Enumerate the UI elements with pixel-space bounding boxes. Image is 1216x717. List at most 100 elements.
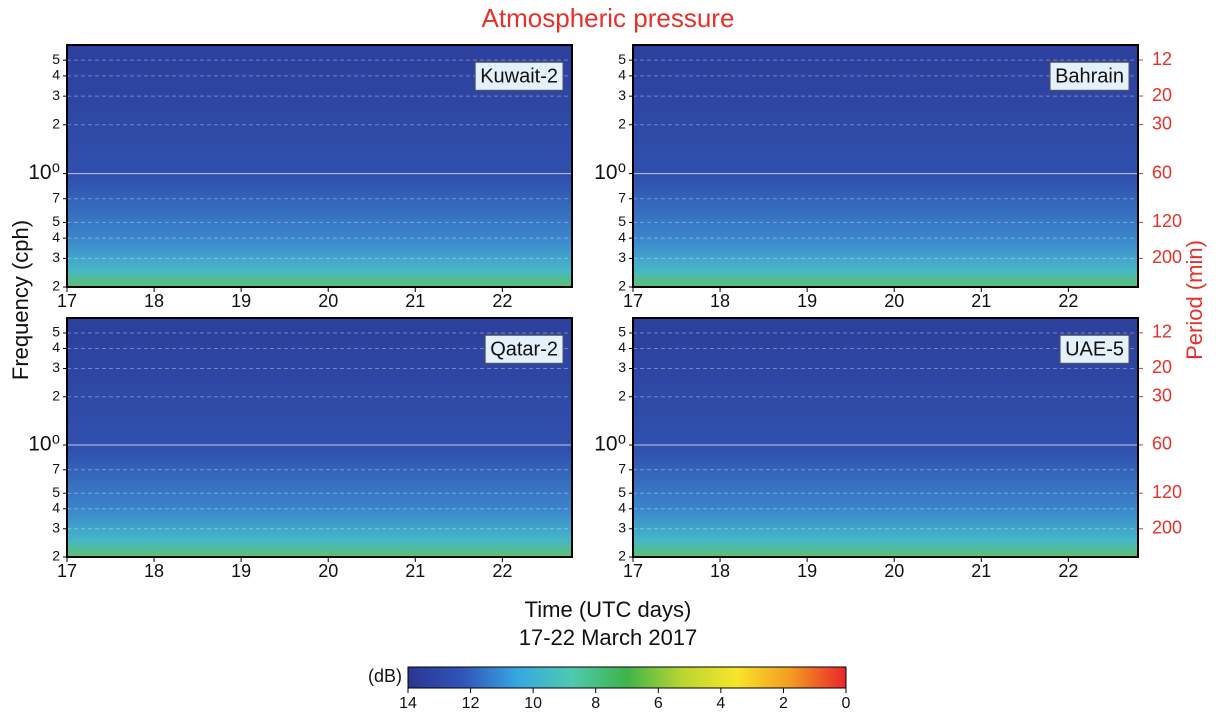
y2-tick-label: 12 [1152,49,1172,69]
y2-tick-label: 200 [1152,518,1182,538]
y-tick-label: 2 [52,387,60,403]
y-tick-label: 3 [52,87,60,103]
x-tick-label: 22 [492,291,512,311]
y2-tick-label: 12 [1152,322,1172,342]
colorbar-tick-label: 8 [591,695,600,712]
x-tick-label: 18 [710,561,730,581]
y-tick-label: 4 [618,67,626,83]
x-tick-label: 22 [1058,291,1078,311]
x-tick-label: 17 [623,291,643,311]
x-tick-label: 20 [318,561,338,581]
x-tick-label: 18 [710,291,730,311]
y-tick-label: 7 [618,189,626,205]
y-tick-label: 2 [618,278,626,294]
y-tick-label: 5 [52,51,60,67]
y2-tick-label: 20 [1152,357,1172,377]
y-tick-label: 5 [52,213,60,229]
panel-label-box [1059,334,1130,364]
y-tick-label: 2 [618,548,626,564]
y-tick-label: 4 [618,339,626,355]
y-tick-label: 10⁰ [594,433,626,456]
panel-frame [632,317,1139,558]
panel-frame [66,317,573,558]
y-axis-label: Frequency (cph) [8,220,33,380]
y2-tick-label: 30 [1152,113,1172,133]
colorbar-tick-label: 4 [716,695,725,712]
x-tick-label: 19 [797,561,817,581]
colorbar-tick-label: 0 [842,695,851,712]
colorbar-tick-label: 6 [654,695,663,712]
y2-tick-label: 120 [1152,482,1182,502]
y-tick-label: 4 [52,67,60,83]
x-tick-label: 19 [231,291,251,311]
y-tick-label: 3 [618,519,626,535]
x-tick-label: 17 [57,561,77,581]
panel-label-box [484,334,564,364]
y-tick-label: 5 [618,324,626,340]
y-tick-label: 5 [52,484,60,500]
y-tick-label: 4 [52,499,60,515]
x-tick-label: 22 [1058,561,1078,581]
x-tick-label: 21 [405,561,425,581]
y2-tick-label: 30 [1152,385,1172,405]
y-tick-label: 2 [618,387,626,403]
y-tick-label: 5 [618,484,626,500]
y-tick-label: 3 [618,249,626,265]
y-tick-label: 3 [52,249,60,265]
panel-label-box [474,61,564,91]
y2-tick-label: 200 [1152,247,1182,267]
y-tick-label: 2 [52,548,60,564]
x-tick-label: 18 [144,291,164,311]
colorbar-label: (dB) [368,666,402,686]
x-tick-label: 21 [971,561,991,581]
x-tick-label: 18 [144,561,164,581]
spectrogram [633,318,1138,557]
y-tick-label: 2 [52,278,60,294]
panel-label-box [1049,61,1130,91]
panel-frame [632,44,1139,288]
panel-frame [66,44,573,288]
y-tick-label: 7 [52,189,60,205]
y2-tick-label: 20 [1152,85,1172,105]
y-tick-label: 10⁰ [28,433,60,456]
y-tick-label: 3 [52,519,60,535]
y-tick-label: 3 [618,87,626,103]
colorbar-tick-label: 12 [462,695,480,712]
x-tick-label: 17 [623,561,643,581]
y-tick-label: 5 [618,213,626,229]
y2-axis-label: Period (min) [1182,240,1207,360]
x-tick-label: 21 [971,291,991,311]
y-tick-label: 4 [52,339,60,355]
y-tick-label: 10⁰ [594,161,626,184]
y2-tick-label: 60 [1152,162,1172,182]
y-tick-label: 10⁰ [28,161,60,184]
x-tick-label: 19 [797,291,817,311]
panel-label: UAE-5 [1065,338,1124,360]
y-tick-label: 4 [52,229,60,245]
y2-tick-label: 120 [1152,211,1182,231]
y-tick-label: 2 [52,115,60,131]
y-tick-label: 3 [618,359,626,375]
x-tick-label: 20 [318,291,338,311]
panel-label: Kuwait-2 [480,65,558,87]
x-tick-label: 17 [57,291,77,311]
x-tick-label: 19 [231,561,251,581]
colorbar [407,666,847,689]
colorbar-tick-label: 14 [399,695,417,712]
x-tick-label: 21 [405,291,425,311]
y2-tick-label: 60 [1152,434,1172,454]
x-tick-label: 20 [884,561,904,581]
x-axis-label: Time (UTC days) [525,597,692,622]
y-tick-label: 5 [52,324,60,340]
y-tick-label: 7 [618,461,626,477]
panel-label: Bahrain [1055,65,1124,87]
y-tick-label: 2 [618,115,626,131]
y-tick-label: 7 [52,461,60,477]
y-tick-label: 5 [618,51,626,67]
x-tick-label: 22 [492,561,512,581]
y-tick-label: 4 [618,229,626,245]
chart-title: Atmospheric pressure [482,3,735,33]
x-axis-sublabel: 17-22 March 2017 [519,625,698,650]
colorbar-tick-label: 10 [524,695,542,712]
